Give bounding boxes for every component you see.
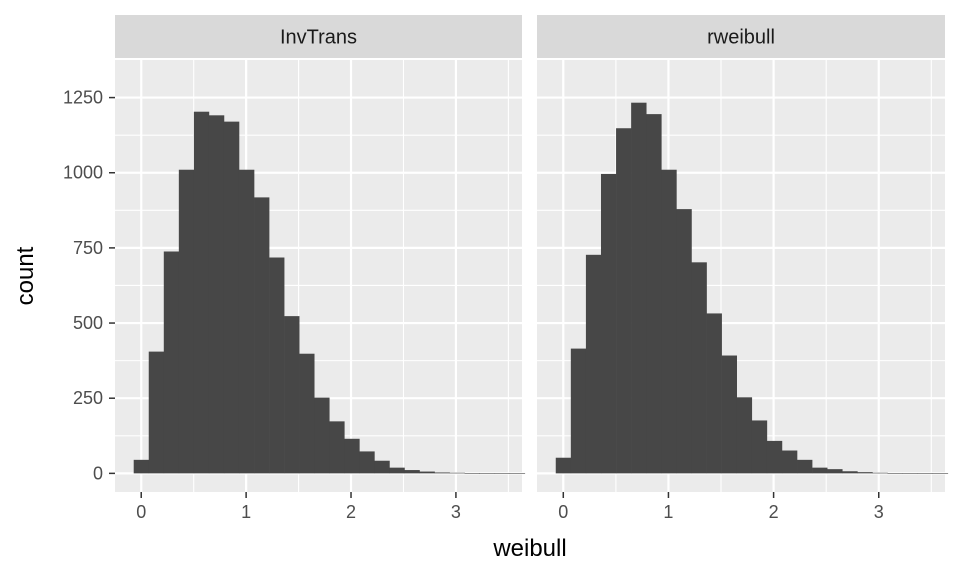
histogram-bar (812, 467, 828, 474)
histogram-bar (661, 169, 677, 474)
histogram-bar (766, 440, 783, 474)
y-tick-label: 0 (93, 463, 103, 483)
histogram-bar (842, 471, 858, 474)
histogram-bar (299, 353, 315, 474)
histogram-bar (208, 115, 225, 474)
histogram-bar (917, 473, 934, 474)
histogram-bar (736, 397, 753, 474)
histogram-bar (449, 472, 465, 474)
histogram-bar (600, 173, 617, 474)
histogram-bar (827, 469, 843, 474)
histogram-bar (570, 348, 587, 474)
y-tick-label: 500 (73, 313, 103, 333)
histogram-bar (254, 197, 270, 474)
histogram-bar (133, 459, 150, 474)
histogram-bar (781, 450, 798, 474)
histogram-bar (932, 473, 949, 474)
histogram-bar (404, 470, 420, 474)
x-tick-label: 3 (874, 502, 884, 522)
facet-strip-label: rweibull (707, 27, 775, 49)
histogram-bar (706, 313, 722, 474)
panel-InvTrans: InvTrans (115, 15, 526, 492)
x-tick-label: 2 (346, 502, 356, 522)
histogram-bar (721, 355, 737, 474)
histogram-bar (163, 251, 180, 474)
histogram-bar (616, 128, 632, 474)
histogram-bar (434, 472, 450, 474)
histogram-bar (555, 457, 572, 474)
histogram-bar (797, 459, 813, 474)
y-tick-label: 750 (73, 238, 103, 258)
histogram-bars (555, 102, 949, 474)
histogram-bar (178, 169, 195, 474)
histogram-bar (676, 209, 692, 474)
y-axis: 0 250 500 750 1000 1250 (63, 88, 115, 483)
histogram-bar (479, 473, 496, 474)
x-tick-label: 1 (241, 502, 251, 522)
facet-strip-label: InvTrans (280, 27, 357, 49)
histogram-bar (631, 102, 647, 474)
histogram-bar (284, 316, 300, 474)
facet-strip (537, 15, 945, 58)
histogram-bar (646, 114, 662, 474)
histogram-bar (314, 397, 330, 474)
histogram-bar (329, 421, 345, 474)
histogram-bar (148, 351, 165, 474)
histogram-bar (691, 262, 707, 474)
histogram-bar (359, 451, 375, 474)
histogram-bar (419, 471, 435, 474)
histogram-bar (857, 472, 873, 474)
facet-panels: InvTrans rweibull (115, 15, 949, 492)
histogram-bar (193, 111, 210, 474)
panel-rweibull: rweibull (537, 15, 949, 492)
histogram-bar (269, 257, 285, 474)
histogram-bar (389, 467, 405, 474)
histogram-bar (344, 438, 360, 474)
histogram-bars (133, 111, 526, 474)
facet-strip (115, 15, 522, 58)
histogram-bar (464, 473, 480, 474)
y-tick-label: 1000 (63, 163, 103, 183)
histogram-bar (494, 473, 511, 474)
x-tick-label: 0 (558, 502, 568, 522)
histogram-bar (751, 420, 768, 474)
x-tick-label: 3 (451, 502, 461, 522)
x-tick-label: 0 (136, 502, 146, 522)
histogram-bar (238, 169, 255, 474)
histogram-bar (872, 472, 888, 474)
histogram-bar (585, 254, 602, 474)
x-tick-label: 1 (663, 502, 673, 522)
x-axis-title: weibull (492, 535, 566, 562)
x-tick-label: 2 (769, 502, 779, 522)
histogram-bar (887, 473, 903, 474)
y-axis-title: count (12, 246, 39, 305)
x-axis: 0 1 2 3 0 1 2 3 (136, 492, 884, 522)
histogram-bar (902, 473, 918, 474)
histogram-bar (374, 460, 390, 474)
histogram-bar (223, 121, 240, 474)
histogram-bar (509, 473, 526, 474)
y-tick-label: 250 (73, 388, 103, 408)
y-tick-label: 1250 (63, 88, 103, 108)
